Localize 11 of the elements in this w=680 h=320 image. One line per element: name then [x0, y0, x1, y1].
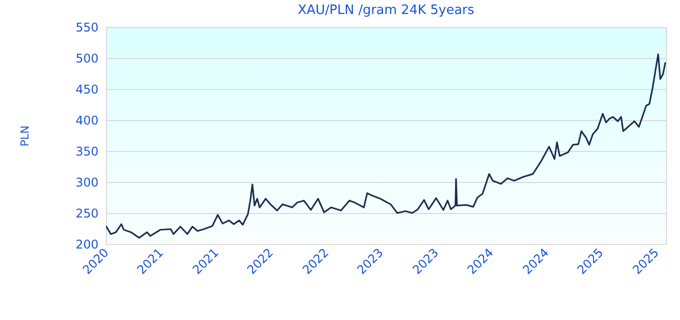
y-tick-label: 500 — [76, 52, 98, 66]
y-tick-label: 200 — [76, 238, 98, 252]
chart-title: XAU/PLN /gram 24K 5years — [298, 3, 475, 18]
line-series — [106, 53, 666, 239]
y-tick-label: 550 — [76, 20, 98, 34]
y-tick-label: 400 — [76, 114, 98, 128]
y-tick-label: 300 — [76, 176, 98, 190]
y-tick-label: 250 — [76, 206, 98, 220]
y-axis-title: PLN — [18, 126, 32, 146]
y-tick-label: 450 — [76, 82, 98, 96]
y-tick-label: 350 — [76, 144, 98, 158]
